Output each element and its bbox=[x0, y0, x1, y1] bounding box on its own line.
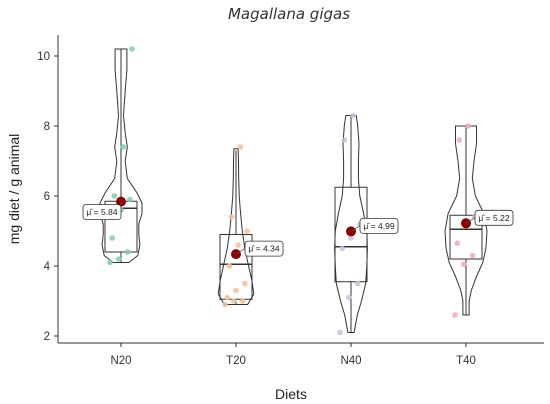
y-axis-label: mg diet / g animal bbox=[6, 134, 22, 245]
y-tick-label: 10 bbox=[37, 51, 50, 63]
x-tick-label: T20 bbox=[226, 355, 246, 367]
data-point bbox=[244, 228, 250, 234]
data-point bbox=[107, 259, 113, 266]
data-point bbox=[354, 280, 361, 287]
data-point bbox=[224, 294, 230, 301]
data-point bbox=[456, 137, 463, 143]
mean-label-box bbox=[359, 217, 399, 234]
group-t40: T40 μ̂ = 5.22 bbox=[444, 123, 514, 367]
data-point bbox=[111, 193, 118, 199]
mean-label: μ̂ = 4.34 bbox=[248, 244, 279, 254]
data-point bbox=[339, 245, 346, 252]
data-point bbox=[350, 112, 357, 119]
data-point bbox=[129, 46, 135, 52]
data-point bbox=[228, 214, 235, 220]
data-point bbox=[124, 249, 131, 255]
y-tick-label: 6 bbox=[44, 191, 50, 203]
data-point bbox=[237, 144, 244, 150]
group-t20: T20 μ̂ = 4.34 bbox=[217, 144, 284, 367]
data-point bbox=[469, 252, 476, 259]
data-point bbox=[231, 298, 237, 304]
data-point bbox=[337, 329, 343, 336]
data-point bbox=[235, 242, 241, 248]
x-axis-label: Diets bbox=[275, 386, 307, 402]
chart-title: Magallana gigas bbox=[228, 5, 350, 23]
data-point bbox=[461, 261, 467, 268]
box-iqr bbox=[219, 234, 253, 300]
mean-label-box bbox=[82, 204, 122, 221]
data-point bbox=[233, 287, 239, 294]
mean-label: μ̂ = 5.84 bbox=[86, 207, 117, 217]
data-point bbox=[120, 144, 126, 150]
data-point bbox=[127, 196, 133, 203]
x-tick-label: N40 bbox=[340, 355, 361, 367]
data-point bbox=[348, 235, 354, 241]
data-point bbox=[222, 301, 228, 308]
violin-outline bbox=[444, 125, 488, 316]
data-point bbox=[226, 263, 233, 269]
x-tick-label: T40 bbox=[456, 355, 476, 367]
mean-label-connector bbox=[465, 217, 476, 224]
data-point bbox=[239, 298, 246, 304]
data-point bbox=[452, 312, 458, 318]
x-tick-label: N20 bbox=[110, 355, 131, 367]
mean-label-connector bbox=[235, 248, 246, 255]
y-tick-label: 4 bbox=[44, 261, 51, 273]
group-n20: N20 μ̂ = 5.84 bbox=[82, 46, 143, 367]
y-tick-label: 2 bbox=[44, 331, 50, 343]
mean-label-box bbox=[244, 240, 284, 257]
group-n40: N40 μ̂ = 4.99 bbox=[334, 112, 399, 367]
box-iqr bbox=[334, 186, 368, 283]
mean-label-box bbox=[474, 209, 514, 226]
data-point bbox=[341, 137, 348, 143]
data-point bbox=[454, 240, 461, 247]
box-iqr bbox=[449, 214, 483, 260]
mean-label: μ̂ = 5.22 bbox=[478, 213, 509, 223]
violin-outline bbox=[99, 48, 143, 263]
mean-label-connector bbox=[350, 225, 361, 232]
data-point bbox=[465, 123, 472, 129]
y-tick-label: 8 bbox=[44, 121, 50, 133]
data-point bbox=[242, 280, 248, 287]
data-point bbox=[109, 235, 115, 241]
data-point bbox=[116, 256, 122, 262]
plot-area: 2 4 6 8 10 N20 μ̂ = 5.84 T20 μ̂ = 4.34 N40 μ̂ = 4.… bbox=[37, 35, 544, 367]
data-point bbox=[346, 294, 352, 301]
mean-label: μ̂ = 4.99 bbox=[363, 221, 394, 231]
